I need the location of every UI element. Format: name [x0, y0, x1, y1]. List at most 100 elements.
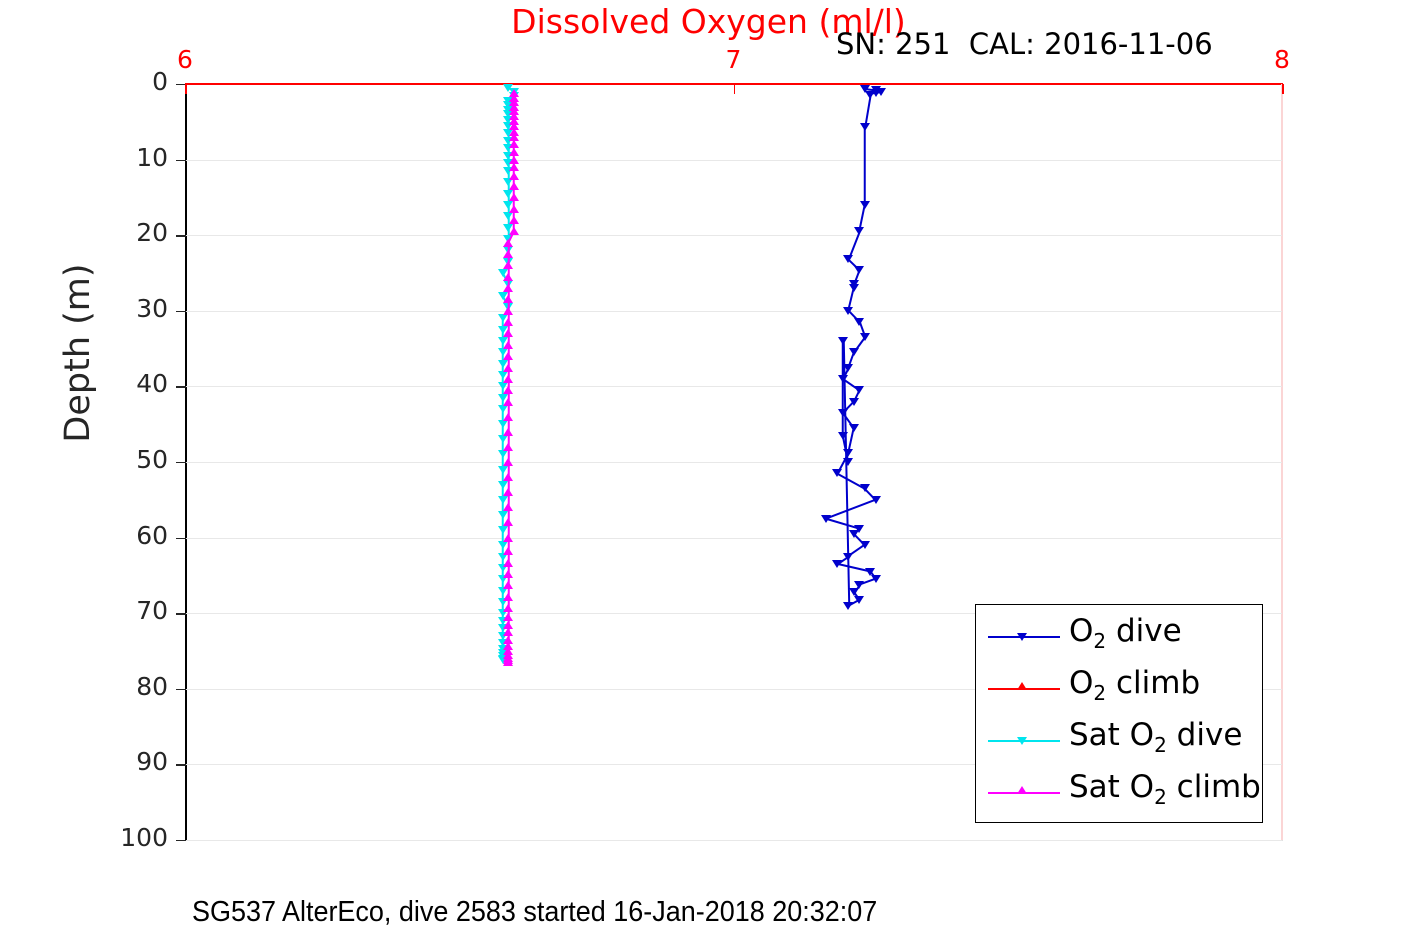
data-point-marker: [859, 484, 870, 493]
data-point-marker: [497, 450, 508, 459]
data-point-marker: [854, 227, 865, 236]
data-point-marker: [865, 567, 876, 576]
data-point-marker: [503, 547, 514, 556]
data-point-marker: [843, 552, 854, 561]
data-point-marker: [503, 250, 514, 259]
down-triangle-icon: [1017, 737, 1027, 745]
data-point-marker: [503, 569, 514, 578]
data-point-marker: [503, 657, 514, 666]
data-point-marker: [497, 314, 508, 323]
data-point-marker: [503, 397, 514, 406]
data-point-marker: [503, 96, 514, 105]
gridline: [186, 613, 1282, 615]
data-point-marker: [832, 560, 843, 569]
y-tick-mark: [176, 462, 186, 464]
data-point-marker: [503, 238, 514, 247]
legend-item-label: O2 climb: [1069, 665, 1201, 705]
data-point-marker: [843, 306, 854, 315]
data-point-marker: [497, 586, 508, 595]
data-point-marker: [837, 374, 848, 383]
data-point-marker: [508, 193, 519, 202]
data-point-marker: [503, 412, 514, 421]
data-point-marker: [508, 98, 519, 107]
data-point-marker: [503, 105, 514, 114]
legend-item-o-2-climb[interactable]: O2 climb: [976, 663, 1264, 715]
data-point-marker: [503, 612, 514, 621]
legend-item-sat-o-2-dive[interactable]: Sat O2 dive: [976, 715, 1264, 767]
data-point-marker: [843, 458, 854, 466]
data-point-marker: [497, 526, 508, 535]
data-point-marker: [859, 84, 870, 93]
data-point-marker: [503, 533, 514, 542]
data-point-marker: [508, 107, 519, 116]
x-tick-label: 7: [725, 45, 742, 74]
data-point-marker: [503, 386, 514, 395]
gridline: [186, 386, 1282, 388]
data-point-marker: [503, 318, 514, 327]
legend-item-o-2-dive[interactable]: O2 dive: [976, 611, 1264, 663]
data-point-marker: [848, 397, 859, 406]
data-point-marker: [503, 144, 514, 153]
y-tick-label: 60: [136, 520, 168, 550]
gridline: [186, 688, 1282, 690]
data-point-marker: [503, 151, 514, 160]
data-point-marker: [497, 348, 508, 357]
data-point-marker: [497, 405, 508, 414]
legend-item-sat-o-2-climb[interactable]: Sat O2 climb: [976, 767, 1264, 819]
data-point-marker: [497, 371, 508, 380]
data-point-marker: [848, 529, 859, 538]
data-point-marker: [497, 269, 508, 277]
data-point-marker: [854, 524, 865, 533]
data-point-marker: [843, 601, 854, 610]
y-tick-mark: [176, 688, 186, 691]
data-point-marker: [497, 291, 508, 300]
data-point-marker: [503, 261, 514, 270]
data-point-marker: [503, 352, 514, 361]
legend: O2 dive O2 climb Sat O2 dive Sat O2 climb: [975, 604, 1263, 823]
data-point-marker: [503, 620, 514, 629]
data-point-marker: [497, 541, 508, 550]
x-tick-label: 8: [1274, 45, 1290, 74]
data-point-marker: [870, 575, 881, 584]
data-point-marker: [503, 635, 514, 644]
data-point-marker: [497, 639, 508, 648]
data-point-marker: [508, 204, 519, 213]
data-point-marker: [497, 656, 508, 665]
data-point-marker: [843, 448, 854, 457]
data-series: [185, 84, 1282, 840]
y-tick-label: 80: [136, 671, 168, 701]
data-point-marker: [843, 255, 854, 264]
data-point-marker: [859, 541, 870, 550]
data-point-marker: [503, 200, 514, 209]
data-point-marker: [508, 132, 519, 141]
legend-item-label: Sat O2 dive: [1069, 717, 1243, 757]
data-point-marker: [503, 642, 514, 651]
legend-item-label: Sat O2 climb: [1069, 769, 1261, 809]
data-point-marker: [503, 122, 514, 131]
data-point-marker: [503, 212, 514, 221]
data-series: [185, 84, 1282, 840]
data-point-marker: [497, 382, 508, 391]
y-tick-mark: [176, 613, 186, 615]
y-tick-mark: [176, 235, 186, 237]
y-tick-mark: [176, 840, 186, 842]
data-point-marker: [848, 423, 859, 432]
data-point-marker: [508, 182, 519, 191]
x-tick-mark: [1282, 84, 1284, 94]
down-triangle-icon: [1017, 633, 1027, 641]
data-point-marker: [859, 333, 870, 342]
data-point-marker: [503, 272, 514, 281]
data-point-marker: [503, 518, 514, 527]
data-point-marker: [508, 148, 519, 157]
data-point-marker: [503, 136, 514, 145]
data-point-marker: [503, 340, 514, 349]
data-point-marker: [497, 495, 508, 504]
data-point-marker: [497, 631, 508, 640]
y-tick-mark: [176, 159, 186, 161]
data-point-marker: [497, 552, 508, 561]
data-point-marker: [503, 306, 514, 315]
data-point-marker: [508, 111, 519, 120]
data-point-marker: [832, 469, 843, 478]
x-tick-mark: [733, 84, 735, 94]
data-point-marker: [854, 318, 865, 327]
